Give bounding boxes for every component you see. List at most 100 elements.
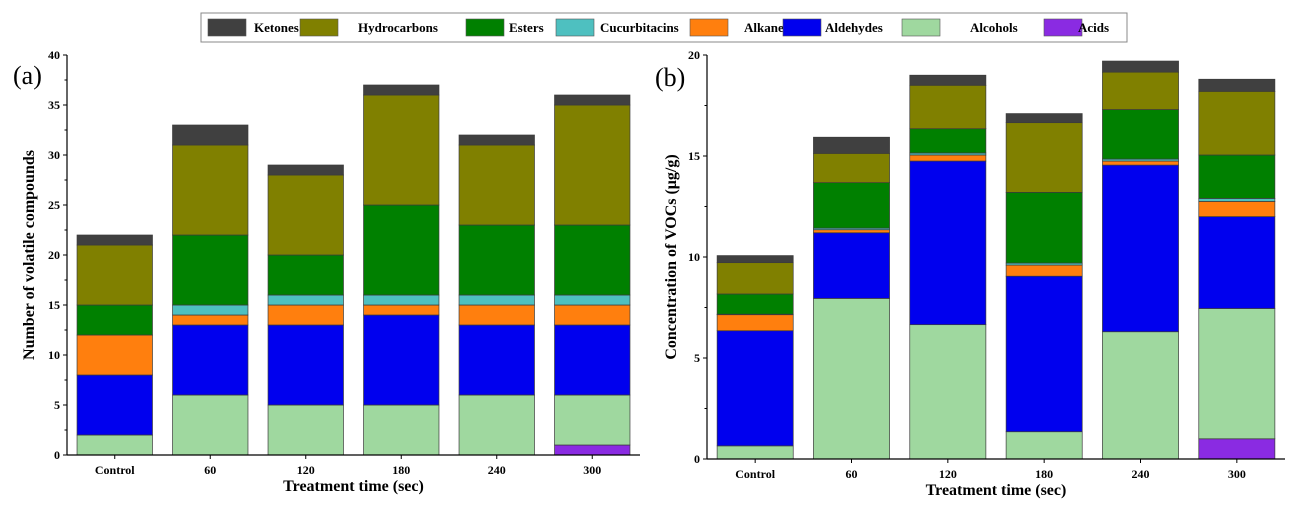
bar-hydrocarbons-300 — [1198, 91, 1276, 156]
x-tick-label-180: 180 — [1035, 467, 1053, 481]
x-tick-label-120: 120 — [297, 463, 315, 477]
bar-aldehydes-control — [76, 374, 153, 436]
y-axis-label: Number of volatile compounds — [21, 150, 38, 360]
bar-hydrocarbons-control — [716, 262, 794, 295]
legend: Ketones Hydrocarbons Esters Cucurbitacins Al… — [200, 12, 1128, 43]
bar-hydrocarbons-120 — [267, 174, 344, 256]
legend-swatch-ketones — [207, 18, 247, 37]
bar-aldehydes-180 — [1005, 275, 1083, 433]
bar-cucurbitacins-60 — [172, 304, 249, 316]
x-tick-label-240: 240 — [1132, 467, 1150, 481]
bar-aldehydes-60 — [172, 324, 249, 396]
bar-alkanes-180 — [1005, 264, 1083, 277]
bar-alkanes-240 — [458, 304, 535, 326]
x-tick-label-control: Control — [735, 467, 775, 481]
bar-ketones-control — [716, 255, 794, 264]
bar-alkanes-120 — [267, 304, 344, 326]
y-tick-label: 20 — [48, 248, 60, 262]
bar-aldehydes-120 — [909, 160, 987, 326]
bar-ketones-300 — [1198, 78, 1276, 92]
y-tick-label: 15 — [48, 298, 60, 312]
bar-ketones-control — [76, 234, 153, 246]
x-axis-label: Treatment time (sec) — [283, 478, 424, 495]
bar-alcohols-180 — [363, 404, 440, 456]
y-tick-label: 15 — [688, 149, 700, 163]
legend-swatch-alcohols — [901, 18, 941, 37]
bar-alcohols-120 — [267, 404, 344, 456]
legend-swatch-hydrocarbons — [299, 18, 339, 37]
bar-cucurbitacins-120 — [267, 294, 344, 306]
bar-ketones-300 — [554, 94, 631, 106]
y-axis-label: Concentration of VOCs (μg/g) — [663, 154, 680, 359]
bar-alcohols-240 — [458, 394, 535, 456]
legend-swatch-esters — [465, 18, 505, 37]
bar-cucurbitacins-300 — [554, 294, 631, 306]
bar-alcohols-120 — [909, 324, 987, 460]
y-tick-label: 5 — [694, 351, 700, 365]
bar-hydrocarbons-control — [76, 244, 153, 306]
y-tick-label: 5 — [54, 398, 60, 412]
bar-hydrocarbons-180 — [363, 94, 440, 206]
x-tick-label-control: Control — [95, 463, 135, 477]
y-tick-label: 30 — [48, 148, 60, 162]
chart-panel-b: 0 5 10 15 20 Control 60 120 180 240 300 Treatment t… — [655, 48, 1285, 499]
bar-ketones-240 — [1102, 60, 1179, 73]
x-tick-label-300: 300 — [1228, 467, 1246, 481]
y-tick-label: 10 — [688, 250, 700, 264]
bar-esters-180 — [363, 204, 440, 296]
bar-acids-300 — [1198, 438, 1276, 460]
x-tick-label-180: 180 — [392, 463, 410, 477]
bar-aldehydes-300 — [554, 324, 631, 396]
bar-alkanes-60 — [813, 229, 890, 234]
bar-hydrocarbons-180 — [1005, 122, 1083, 193]
bar-aldehydes-180 — [363, 314, 440, 406]
bar-alkanes-240 — [1102, 160, 1179, 166]
bar-cucurbitacins-300 — [1198, 198, 1276, 202]
legend-frame — [200, 12, 1128, 43]
legend-label-alcohols: Alcohols — [970, 20, 1018, 35]
bar-esters-180 — [1005, 192, 1083, 264]
bar-esters-120 — [909, 128, 987, 154]
bar-esters-60 — [172, 234, 249, 306]
bar-esters-120 — [267, 254, 344, 296]
x-tick-label-60: 60 — [204, 463, 216, 477]
bar-hydrocarbons-60 — [172, 144, 249, 236]
legend-swatch-aldehydes — [782, 18, 822, 37]
legend-label-hydrocarbons: Hydrocarbons — [358, 20, 438, 35]
bar-ketones-240 — [458, 134, 535, 146]
legend-swatch-cucurbitacins — [555, 18, 595, 37]
bar-aldehydes-60 — [813, 232, 890, 299]
bar-alcohols-60 — [813, 298, 890, 460]
bar-alcohols-180 — [1005, 431, 1083, 460]
legend-label-aldehydes: Aldehydes — [825, 20, 883, 35]
y-tick-label: 10 — [48, 348, 60, 362]
bar-ketones-180 — [1005, 113, 1083, 124]
legend-label-esters: Esters — [509, 20, 544, 35]
bar-hydrocarbons-120 — [909, 84, 987, 130]
bar-ketones-180 — [363, 84, 440, 96]
bar-aldehydes-240 — [458, 324, 535, 396]
bar-alkanes-300 — [554, 304, 631, 326]
bar-aldehydes-300 — [1198, 216, 1276, 309]
x-tick-label-60: 60 — [846, 467, 858, 481]
bar-esters-60 — [813, 182, 890, 229]
bar-aldehydes-240 — [1102, 164, 1179, 333]
y-tick-label: 35 — [48, 98, 60, 112]
bar-alcohols-60 — [172, 394, 249, 456]
chart-panel-a: 0 5 10 15 20 25 30 35 40 Control 60 120 180 240 300 Tre… — [13, 48, 640, 495]
legend-swatch-alkanes — [689, 18, 729, 37]
y-tick-label: 0 — [54, 448, 60, 462]
bar-esters-control — [716, 293, 794, 315]
y-tick-label: 20 — [688, 48, 700, 62]
bar-alcohols-240 — [1102, 331, 1179, 460]
bar-alcohols-300 — [554, 394, 631, 446]
x-tick-label-240: 240 — [488, 463, 506, 477]
x-axis-label: Treatment time (sec) — [926, 482, 1067, 499]
bar-alkanes-control — [716, 314, 794, 332]
bar-aldehydes-120 — [267, 324, 344, 406]
x-tick-label-120: 120 — [939, 467, 957, 481]
bar-aldehydes-control — [716, 330, 794, 447]
bar-hydrocarbons-300 — [554, 104, 631, 226]
bar-alkanes-control — [76, 334, 153, 376]
